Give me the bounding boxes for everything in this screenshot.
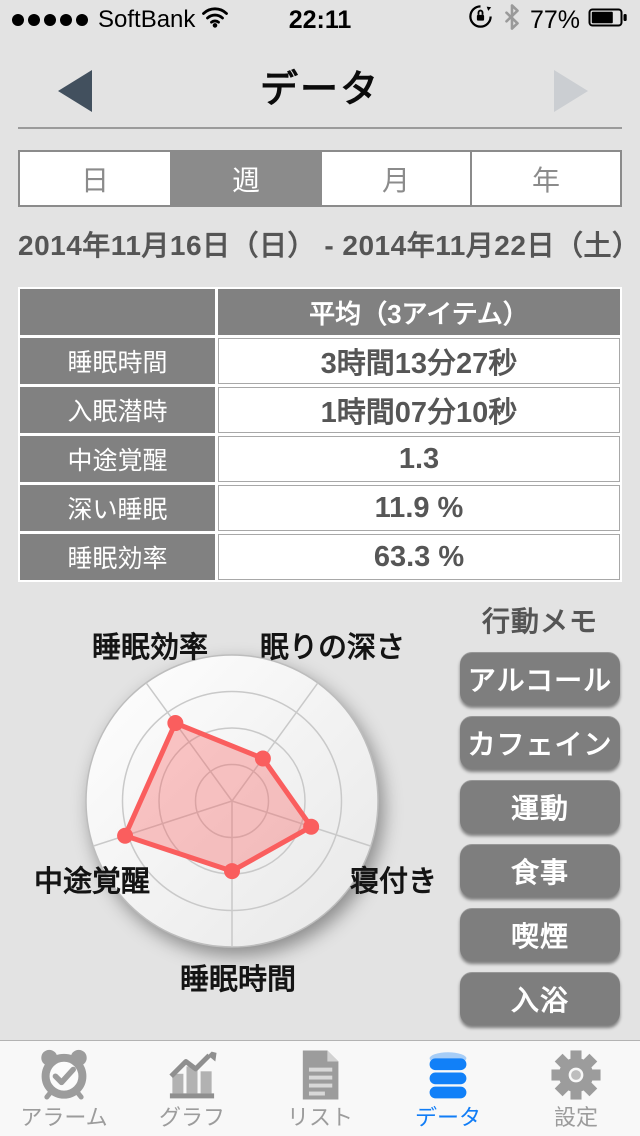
behavior-memo-title: 行動メモ <box>481 606 598 637</box>
period-segmented-control: 日 週 月 年 <box>18 150 622 207</box>
signal-strength-icon <box>12 14 88 26</box>
tab-label: データ <box>414 1105 481 1130</box>
alcohol-button[interactable]: アルコール <box>460 652 620 705</box>
bar-chart-icon <box>165 1045 219 1105</box>
radar-label-sleep-time: 睡眠時間 <box>180 964 297 996</box>
exercise-button[interactable]: 運動 <box>460 780 620 833</box>
tab-label: アラーム <box>20 1105 108 1130</box>
wifi-icon <box>201 6 229 35</box>
gear-icon <box>549 1045 603 1105</box>
tab-graph[interactable]: グラフ <box>128 1041 256 1136</box>
tab-settings[interactable]: 設定 <box>512 1041 640 1136</box>
radar-label-sleep-depth: 眠りの深さ <box>260 632 406 664</box>
row-value-sleep-time: 3時間13分27秒 <box>218 338 620 384</box>
bluetooth-icon <box>502 3 522 37</box>
tab-label: 設定 <box>553 1105 598 1130</box>
behavior-memo-panel: 行動メモ アルコール カフェイン 運動 食事 喫煙 入浴 <box>460 600 620 1036</box>
segment-week[interactable]: 週 <box>170 152 320 205</box>
summary-table: 平均（3アイテム） 睡眠時間 3時間13分27秒 入眠潜時 1時間07分10秒 … <box>18 287 622 582</box>
prev-period-button[interactable] <box>58 70 92 112</box>
tab-label: グラフ <box>158 1105 225 1130</box>
database-icon <box>421 1045 475 1105</box>
row-label-awakenings: 中途覚醒 <box>20 436 215 482</box>
tab-alarm[interactable]: アラーム <box>0 1041 128 1136</box>
radar-label-falling-asleep: 寝付き <box>350 866 438 898</box>
list-document-icon <box>293 1045 347 1105</box>
alarm-clock-icon <box>37 1045 91 1105</box>
clock-label: 22:11 <box>288 5 352 34</box>
segment-year[interactable]: 年 <box>470 152 620 205</box>
row-value-sleep-efficiency: 63.3 % <box>218 534 620 580</box>
radar-chart <box>85 654 379 948</box>
tab-label: リスト <box>286 1105 353 1130</box>
nav-header: データ <box>0 40 640 128</box>
row-value-awakenings: 1.3 <box>218 436 620 482</box>
radar-label-awakenings: 中途覚醒 <box>34 866 151 898</box>
status-left: SoftBank <box>12 6 229 35</box>
bath-button[interactable]: 入浴 <box>460 972 620 1025</box>
row-value-deep-sleep: 11.9 % <box>218 485 620 531</box>
carrier-label: SoftBank <box>98 6 196 33</box>
smoking-button[interactable]: 喫煙 <box>460 908 620 961</box>
next-period-button[interactable] <box>554 70 588 112</box>
radar-label-sleep-efficiency: 睡眠効率 <box>92 632 209 664</box>
meal-button[interactable]: 食事 <box>460 844 620 897</box>
battery-percent-label: 77% <box>529 5 580 34</box>
status-right: 77% <box>467 3 628 37</box>
tab-bar: アラーム グラフ リスト <box>0 1040 640 1136</box>
battery-icon <box>588 6 628 34</box>
rotation-lock-icon <box>467 3 494 37</box>
row-label-sleep-latency: 入眠潜時 <box>20 387 215 433</box>
segment-month[interactable]: 月 <box>320 152 470 205</box>
header-divider <box>18 127 622 129</box>
row-value-sleep-latency: 1時間07分10秒 <box>218 387 620 433</box>
row-label-deep-sleep: 深い睡眠 <box>20 485 215 531</box>
row-label-sleep-time: 睡眠時間 <box>20 338 215 384</box>
status-bar: SoftBank 22:11 77% <box>0 0 640 40</box>
segment-day[interactable]: 日 <box>20 152 170 205</box>
tab-data[interactable]: データ <box>384 1041 512 1136</box>
caffeine-button[interactable]: カフェイン <box>460 716 620 769</box>
table-corner-cell <box>20 289 215 335</box>
page-title: データ <box>259 69 380 111</box>
date-range-label: 2014年11月16日（日） - 2014年11月22日（土） <box>18 230 640 261</box>
chart-section: 睡眠効率 眠りの深さ 中途覚醒 寝付き 睡眠時間 行動メモ アルコール カフェイ… <box>0 592 640 1042</box>
table-header-average: 平均（3アイテム） <box>218 289 620 335</box>
tab-list[interactable]: リスト <box>256 1041 384 1136</box>
row-label-sleep-efficiency: 睡眠効率 <box>20 534 215 580</box>
